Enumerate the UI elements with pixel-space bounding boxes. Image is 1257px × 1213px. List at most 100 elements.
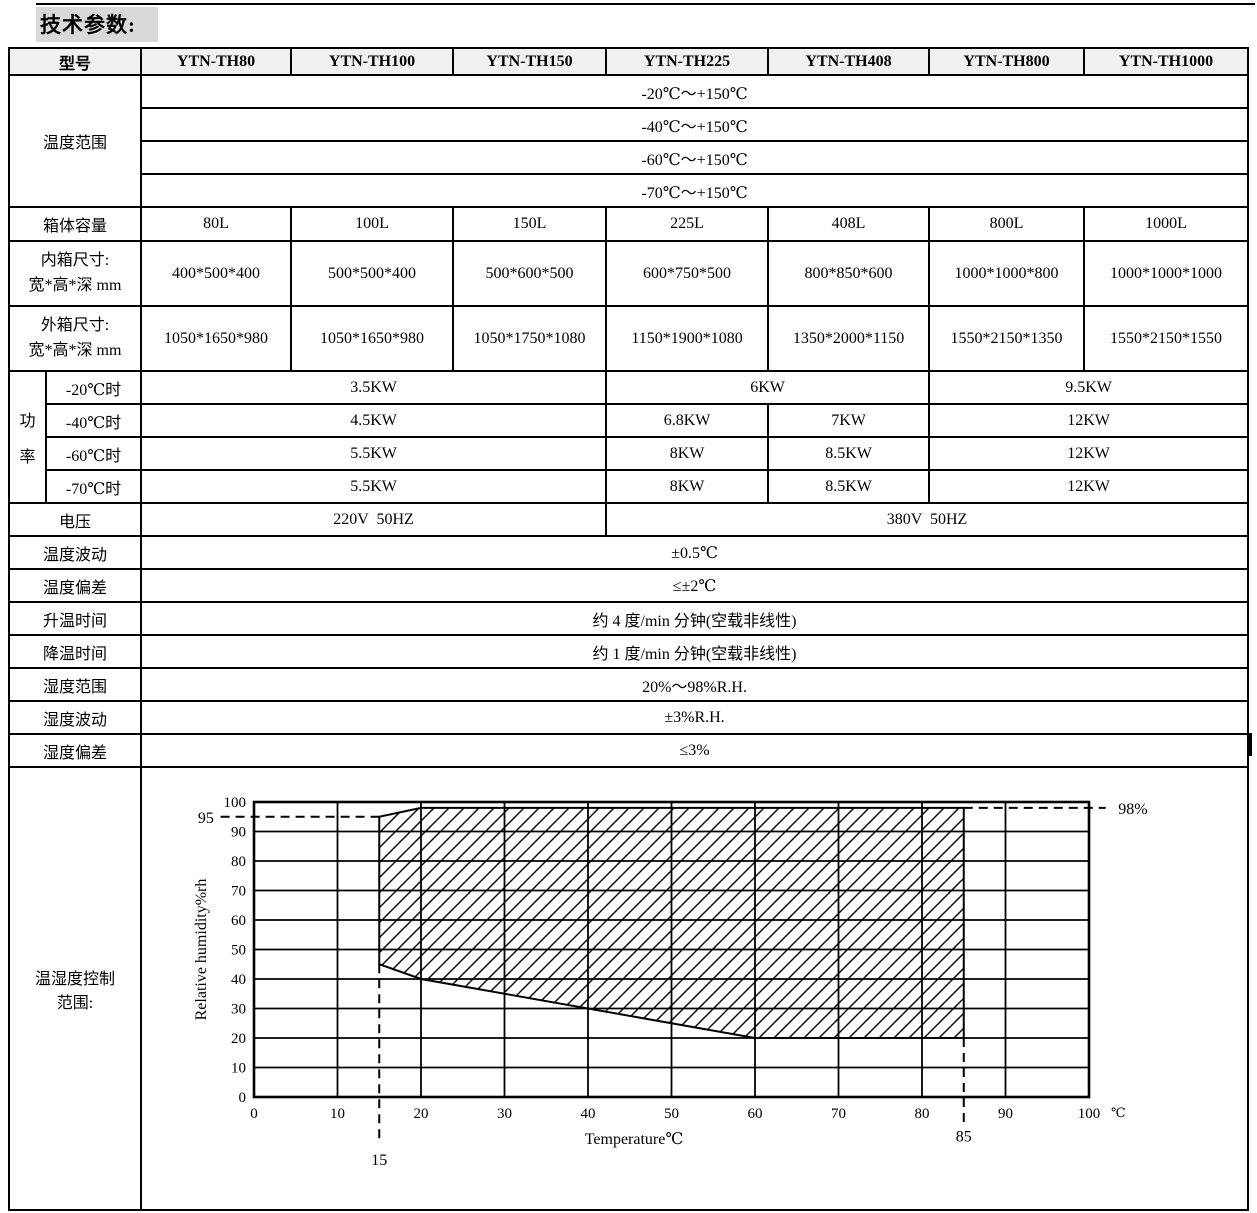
power-value: 8KW	[605, 436, 770, 471]
y-tick-label: 100	[224, 795, 247, 811]
y-tick-label: 40	[231, 972, 246, 988]
power-value: 8.5KW	[767, 469, 931, 504]
row-label: 降温时间	[7, 634, 143, 669]
power-row: -40℃时 4.5KW 6.8KW 7KW 12KW	[9, 403, 1250, 438]
x-tick-label: 90	[998, 1106, 1013, 1122]
power-value: 12KW	[928, 403, 1250, 438]
outer-size-value: 1050*1750*1080	[452, 305, 608, 372]
power-value: 7KW	[767, 403, 931, 438]
power-value: 8.5KW	[767, 436, 931, 471]
row-value: 20%～98%R.H.	[140, 667, 1250, 702]
right-edge-mark	[1248, 733, 1252, 756]
x-tick-label: 40	[581, 1106, 596, 1122]
power-label-char: 率	[19, 449, 36, 466]
y-tick-label: 10	[231, 1061, 246, 1077]
row-label: 湿度范围	[7, 667, 143, 702]
x-axis-title: Temperature℃	[585, 1131, 684, 1148]
table-header-row: 型号 YTN-TH80 YTN-TH100 YTN-TH150 YTN-TH22…	[7, 47, 1250, 76]
temp-range-value: -70℃～+150℃	[140, 173, 1250, 208]
outer-size-value: 1050*1650*980	[140, 305, 293, 372]
spec-row: 湿度波动 ±3%R.H.	[7, 700, 1250, 735]
power-value: 12KW	[928, 436, 1250, 471]
row-value: 约 1 度/min 分钟(空载非线性)	[140, 634, 1250, 669]
spec-row: 降温时间 约 1 度/min 分钟(空载非线性)	[7, 634, 1250, 669]
y-tick-label: 60	[231, 913, 246, 929]
temp-range-value: -40℃～+150℃	[140, 107, 1250, 142]
chart-row-label-line2: 范围:	[56, 994, 94, 1012]
power-value: 9.5KW	[928, 370, 1250, 405]
inner-size-value: 800*850*600	[767, 240, 931, 307]
capacity-value: 80L	[140, 206, 293, 242]
model-name-cell: YTN-TH150	[452, 47, 608, 76]
chart-row-label-line1: 温湿度控制	[35, 970, 116, 988]
power-value: 12KW	[928, 469, 1250, 504]
power-sub-label: -20℃时	[44, 370, 143, 405]
spec-table: 型号 YTN-TH80 YTN-TH100 YTN-TH150 YTN-TH22…	[7, 47, 1250, 1211]
capacity-value: 100L	[290, 206, 455, 242]
x-axis-unit: ℃	[1111, 1105, 1126, 1120]
x-tick-label: 0	[250, 1106, 258, 1122]
outer-size-value: 1150*1900*1080	[605, 305, 770, 372]
outer-size-value: 1050*1650*980	[290, 305, 455, 372]
outer-size-label-line2: 宽*高*深 mm	[28, 341, 122, 359]
power-value: 8KW	[605, 469, 770, 504]
power-value: 6.8KW	[605, 403, 770, 438]
spec-row: 温度波动 ±0.5℃	[7, 535, 1250, 570]
x-tick-label: 70	[831, 1106, 846, 1122]
y-tick-label: 90	[231, 825, 246, 841]
voltage-row: 电压 220V 50HZ 380V 50HZ	[7, 502, 1250, 537]
y-tick-label: 0	[239, 1090, 247, 1106]
power-sub-label: -60℃时	[44, 436, 143, 471]
power-value: 5.5KW	[140, 469, 608, 504]
capacity-value: 800L	[928, 206, 1086, 242]
control-range-region	[378, 806, 965, 1039]
capacity-value: 150L	[452, 206, 608, 242]
model-name-cell: YTN-TH100	[290, 47, 455, 76]
x-tick-label: 60	[748, 1106, 763, 1122]
capacity-label: 箱体容量	[7, 206, 143, 242]
row-value: ≤3%	[140, 733, 1250, 768]
power-row: -60℃时 5.5KW 8KW 8.5KW 12KW	[9, 436, 1250, 471]
spec-row: 湿度范围 20%～98%R.H.	[7, 667, 1250, 702]
outer-size-value: 1550*2150*1550	[1083, 305, 1250, 372]
power-label-char: 功	[19, 413, 36, 430]
temp-range-row: -60℃～+150℃	[9, 140, 1250, 175]
row-label: 温度波动	[7, 535, 143, 570]
chart-row-label: 温湿度控制 范围:	[7, 766, 143, 1211]
row-label: 温度偏差	[7, 568, 143, 603]
outer-size-value: 1550*2150*1350	[928, 305, 1086, 372]
temp-range-label: 温度范围	[7, 74, 143, 208]
outer-size-row: 外箱尺寸: 宽*高*深 mm 1050*1650*980 1050*1650*9…	[7, 305, 1250, 372]
x-tick-label: 80	[915, 1106, 930, 1122]
power-value: 3.5KW	[140, 370, 608, 405]
row-value: 约 4 度/min 分钟(空载非线性)	[140, 601, 1250, 636]
chart-annotation: 95	[198, 810, 214, 827]
top-rule-divider	[36, 3, 1255, 5]
spec-row: 湿度偏差 ≤3%	[7, 733, 1250, 768]
humidity-chart: 0 10 20 30 40 50 60 70 80 90 100 0 10 20 30 40 50 60 70 80 9…	[193, 795, 1148, 1169]
row-value: ±0.5℃	[140, 535, 1250, 570]
inner-size-label-line1: 内箱尺寸:	[40, 251, 110, 269]
voltage-value-220: 220V 50HZ	[140, 502, 608, 537]
power-value: 4.5KW	[140, 403, 608, 438]
y-tick-label: 80	[231, 854, 246, 870]
row-value: ±3%R.H.	[140, 700, 1250, 735]
voltage-label: 电压	[7, 502, 143, 537]
temp-range-value: -20℃～+150℃	[140, 74, 1250, 109]
temp-range-row: 温度范围 -20℃～+150℃	[7, 74, 1250, 208]
capacity-value: 1000L	[1083, 206, 1250, 242]
outer-size-label-line1: 外箱尺寸:	[40, 316, 110, 334]
x-tick-label: 100	[1078, 1106, 1101, 1122]
capacity-row: 箱体容量 80L 100L 150L 225L 408L 800L 1000L	[7, 206, 1250, 242]
inner-size-label: 内箱尺寸: 宽*高*深 mm	[7, 240, 143, 307]
power-row: -70℃时 5.5KW 8KW 8.5KW 12KW	[9, 469, 1250, 504]
page-title: 技术参数:	[36, 7, 158, 42]
row-label: 湿度偏差	[7, 733, 143, 768]
chart-row: 温湿度控制 范围: 0 10 20 30 40 50 60 70 80 90 100 0 10 20 30 4…	[7, 766, 1250, 1211]
inner-size-value: 1000*1000*800	[928, 240, 1086, 307]
model-header-cell: 型号	[7, 47, 143, 76]
model-name-cell: YTN-TH1000	[1083, 47, 1250, 76]
y-tick-label: 30	[231, 1002, 246, 1018]
y-axis-title: Relative humidity%rh	[193, 879, 210, 1021]
